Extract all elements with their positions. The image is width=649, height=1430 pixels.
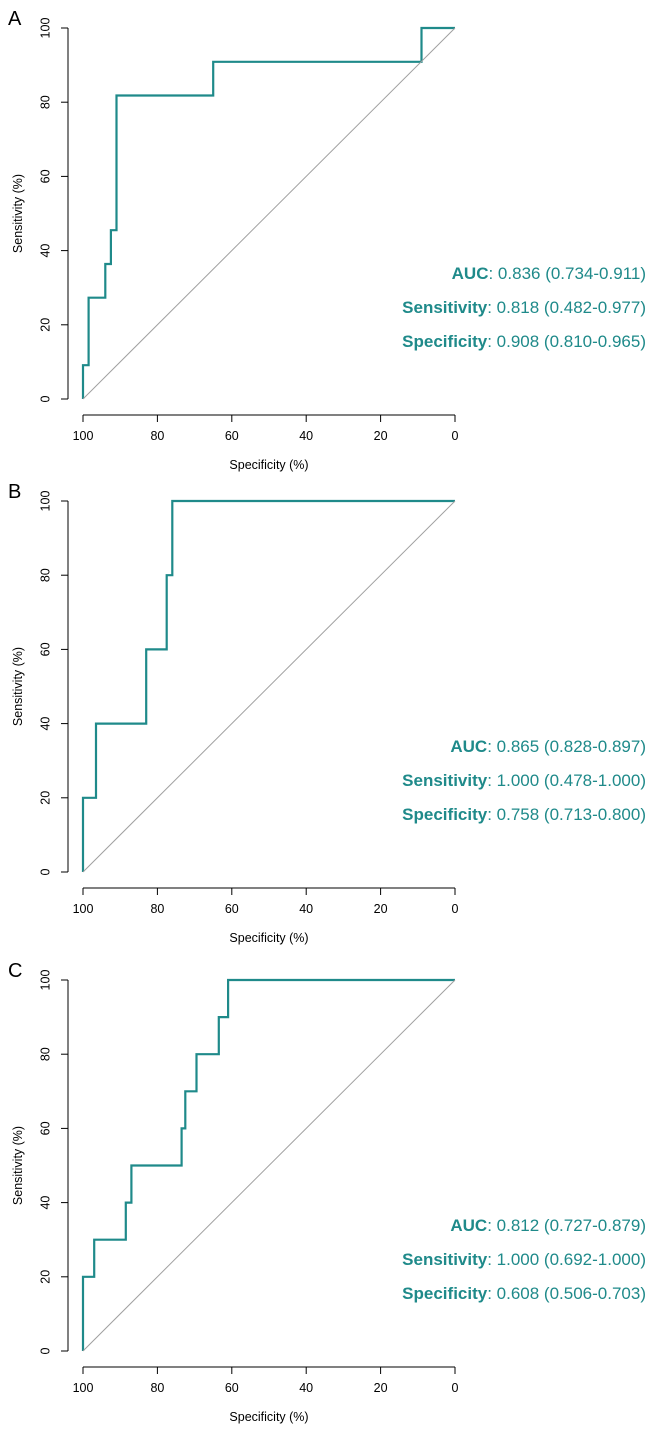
x-tick-label: 0 (452, 902, 459, 916)
x-tick-label: 80 (150, 902, 164, 916)
y-tick-label: 40 (38, 244, 52, 258)
stat-sensitivity: Sensitivity: 1.000 (0.692-1.000) (402, 1250, 646, 1269)
roc-curve (81, 499, 455, 872)
stat-label: AUC (450, 737, 487, 756)
stat-auc: AUC: 0.836 (0.734-0.911) (452, 264, 646, 283)
stat-value: : 0.758 (0.713-0.800) (487, 805, 646, 824)
x-axis-title: Specificity (%) (229, 931, 308, 945)
roc-curve (81, 978, 455, 1351)
stat-value: : 0.908 (0.810-0.965) (487, 332, 646, 351)
y-tick-label: 80 (38, 568, 52, 582)
y-tick-label: 100 (38, 491, 52, 512)
chart-panel-c: C 0 20 40 60 80 100 100 80 60 40 20 0 Specificity (%)… (8, 960, 646, 1424)
stat-value: : 1.000 (0.692-1.000) (487, 1250, 646, 1269)
panel-label: A (8, 8, 22, 30)
stat-label: Specificity (402, 805, 488, 824)
chart-panel-b: B 0 20 40 60 80 100 100 80 60 40 20 0 Specificity (%)… (8, 481, 646, 945)
y-tick-label: 60 (38, 1121, 52, 1135)
y-axis-title: Sensitivity (%) (11, 1126, 25, 1205)
x-tick-label: 80 (150, 1381, 164, 1395)
stat-label: Sensitivity (402, 1250, 488, 1269)
y-tick-label: 80 (38, 95, 52, 109)
stat-label: Sensitivity (402, 298, 488, 317)
y-tick-label: 100 (38, 18, 52, 39)
chart-panel-a: A 0 20 40 60 80 100 100 80 60 40 20 0 Specificity (%)… (8, 8, 646, 472)
stat-value: : 0.608 (0.506-0.703) (487, 1284, 646, 1303)
y-tick-label: 20 (38, 791, 52, 805)
stat-label: AUC (450, 1216, 487, 1235)
y-tick-label: 0 (38, 1347, 52, 1354)
reference-diagonal-line (82, 27, 456, 400)
stat-specificity: Specificity: 0.608 (0.506-0.703) (402, 1284, 646, 1303)
stat-value: : 0.818 (0.482-0.977) (487, 298, 646, 317)
x-tick-label: 0 (452, 1381, 459, 1395)
stat-value: : 1.000 (0.478-1.000) (487, 771, 646, 790)
y-tick-label: 100 (38, 970, 52, 991)
y-tick-label: 60 (38, 169, 52, 183)
stat-auc: AUC: 0.812 (0.727-0.879) (450, 1216, 646, 1235)
stat-label: Sensitivity (402, 771, 488, 790)
x-tick-label: 0 (452, 429, 459, 443)
x-tick-label: 60 (225, 429, 239, 443)
x-axis-title: Specificity (%) (229, 1410, 308, 1424)
y-tick-label: 20 (38, 318, 52, 332)
reference-diagonal-line (82, 500, 456, 873)
x-tick-label: 20 (374, 1381, 388, 1395)
x-tick-label: 20 (374, 902, 388, 916)
x-tick-label: 60 (225, 902, 239, 916)
y-tick-label: 20 (38, 1270, 52, 1284)
x-tick-label: 100 (73, 902, 94, 916)
stat-specificity: Specificity: 0.758 (0.713-0.800) (402, 805, 646, 824)
stat-sensitivity: Sensitivity: 1.000 (0.478-1.000) (402, 771, 646, 790)
y-axis-title: Sensitivity (%) (11, 647, 25, 726)
x-tick-label: 80 (150, 429, 164, 443)
y-tick-label: 0 (38, 868, 52, 875)
stat-value: : 0.836 (0.734-0.911) (488, 264, 646, 283)
panel-label: C (8, 960, 22, 982)
stat-label: AUC (452, 264, 489, 283)
y-tick-label: 0 (38, 395, 52, 402)
x-tick-label: 100 (73, 1381, 94, 1395)
y-tick-label: 80 (38, 1047, 52, 1061)
roc-curve (81, 26, 455, 399)
y-tick-label: 40 (38, 1196, 52, 1210)
y-tick-label: 40 (38, 717, 52, 731)
stat-specificity: Specificity: 0.908 (0.810-0.965) (402, 332, 646, 351)
panel-label: B (8, 481, 21, 503)
x-tick-label: 40 (299, 902, 313, 916)
x-axis-title: Specificity (%) (229, 458, 308, 472)
x-tick-label: 100 (73, 429, 94, 443)
y-axis-title: Sensitivity (%) (11, 174, 25, 253)
stat-value: : 0.865 (0.828-0.897) (487, 737, 646, 756)
stat-sensitivity: Sensitivity: 0.818 (0.482-0.977) (402, 298, 646, 317)
stat-value: : 0.812 (0.727-0.879) (487, 1216, 646, 1235)
stat-label: Specificity (402, 1284, 488, 1303)
stat-auc: AUC: 0.865 (0.828-0.897) (450, 737, 646, 756)
x-tick-label: 40 (299, 1381, 313, 1395)
x-tick-label: 60 (225, 1381, 239, 1395)
x-tick-label: 20 (374, 429, 388, 443)
x-tick-label: 40 (299, 429, 313, 443)
stat-label: Specificity (402, 332, 488, 351)
y-tick-label: 60 (38, 642, 52, 656)
reference-diagonal-line (82, 979, 456, 1352)
